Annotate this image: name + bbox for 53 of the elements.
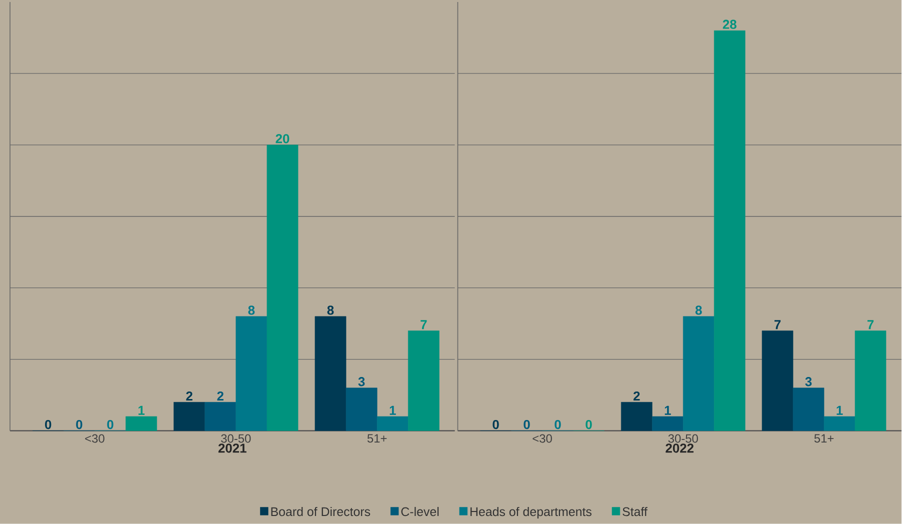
data-label: 0 xyxy=(586,420,592,430)
bar xyxy=(854,330,886,432)
x-tick-label: <30 xyxy=(85,434,104,443)
bar xyxy=(346,388,378,432)
data-label: 28 xyxy=(722,20,736,30)
x-tick-label: 51+ xyxy=(814,434,834,443)
bar xyxy=(714,30,746,432)
data-label: 2 xyxy=(186,392,192,401)
data-label: 8 xyxy=(248,306,255,315)
bar xyxy=(792,388,824,432)
data-label: 8 xyxy=(695,306,702,315)
x-tick-label: 30-50 xyxy=(668,434,698,443)
x-axis-title: 2022 xyxy=(666,444,694,453)
bar xyxy=(314,316,346,432)
bar xyxy=(408,330,440,432)
legend-label: Staff xyxy=(622,507,648,516)
bar xyxy=(236,316,268,432)
data-label: 0 xyxy=(76,420,82,430)
data-label: 1 xyxy=(664,406,671,415)
bar xyxy=(126,416,157,432)
data-label: 1 xyxy=(138,406,145,415)
bar xyxy=(683,316,714,432)
data-label: 0 xyxy=(492,420,499,430)
data-label: 0 xyxy=(45,420,52,430)
x-tick-label: <30 xyxy=(532,434,552,443)
data-label: 1 xyxy=(390,406,396,415)
data-label: 0 xyxy=(554,420,561,430)
data-label: 7 xyxy=(774,320,781,330)
data-label: 0 xyxy=(524,420,530,430)
x-tick-label: 30-50 xyxy=(221,434,251,443)
data-label: 7 xyxy=(420,320,427,330)
data-label: 7 xyxy=(867,320,874,330)
data-label: 2 xyxy=(217,392,224,401)
bar xyxy=(762,330,794,432)
data-label: 0 xyxy=(107,420,114,430)
legend-label: C-level xyxy=(401,507,439,516)
data-label: 8 xyxy=(327,306,334,315)
x-axis-title: 2021 xyxy=(218,444,246,453)
bar xyxy=(824,416,856,432)
legend-label: Heads of departments xyxy=(470,507,592,519)
data-label: 3 xyxy=(358,377,365,386)
x-tick-label: 51+ xyxy=(367,434,387,443)
data-label: 3 xyxy=(805,377,812,386)
data-label: 2 xyxy=(634,392,640,401)
bar xyxy=(266,144,298,432)
bar xyxy=(652,416,684,432)
bar xyxy=(376,416,408,432)
bar xyxy=(621,402,652,432)
data-label: 1 xyxy=(836,406,843,415)
data-label: 20 xyxy=(276,134,290,144)
legend-label: Board of Directors xyxy=(271,507,370,516)
bar xyxy=(174,402,205,432)
bar xyxy=(204,402,236,432)
